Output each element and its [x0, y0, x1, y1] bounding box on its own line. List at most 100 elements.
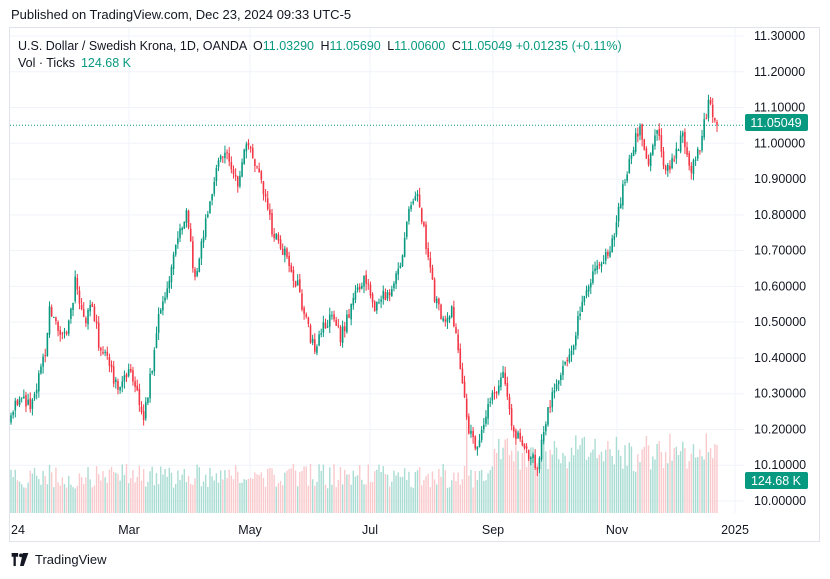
candle: [459, 343, 462, 370]
volume-bar: [406, 480, 408, 513]
candle: [525, 443, 528, 454]
candle: [207, 210, 209, 219]
volume-bar: [451, 480, 453, 513]
candle: [536, 466, 539, 477]
candle: [517, 430, 519, 439]
tradingview-logo-icon: [11, 553, 29, 566]
volume-bar: [341, 484, 344, 513]
candle: [29, 392, 32, 413]
volume-bar: [196, 464, 198, 513]
candle: [547, 407, 549, 427]
volume-bar: [673, 447, 675, 513]
volume-bar: [553, 440, 556, 513]
volume-bar: [320, 470, 322, 513]
volume-bar: [429, 487, 432, 513]
volume-bar: [46, 484, 49, 513]
time-tick-label: Sep: [482, 523, 504, 537]
candle: [376, 301, 378, 315]
volume-bar: [175, 483, 177, 513]
volume-bar: [476, 480, 479, 513]
candle: [76, 274, 79, 295]
candle: [386, 289, 389, 302]
volume-bar: [590, 452, 592, 513]
volume-bar: [532, 447, 534, 513]
volume-bar: [243, 479, 245, 513]
chart-frame: [9, 27, 820, 542]
candle: [57, 320, 59, 337]
candle: [391, 285, 393, 297]
volume-bar: [530, 447, 532, 513]
volume-bar: [57, 482, 59, 513]
candle: [211, 193, 213, 206]
candle: [448, 315, 451, 323]
price-tick-label: 10.50000: [754, 315, 806, 329]
volume-bar: [151, 466, 153, 513]
candle: [67, 319, 70, 337]
volume-bar: [641, 449, 643, 513]
candle: [592, 264, 594, 285]
candle: [33, 391, 36, 401]
volume-bar: [367, 464, 369, 513]
volume-bar: [25, 487, 27, 513]
candle: [230, 156, 233, 174]
candle: [44, 348, 47, 363]
volume-bar: [628, 442, 630, 513]
candle: [508, 393, 511, 415]
volume-bar: [416, 470, 419, 513]
candle: [290, 262, 293, 273]
candles: [10, 94, 718, 477]
volume-bar: [42, 470, 44, 513]
price-axis: 10.00000 10.10000 10.20000 10.30000 10.40000…: [754, 29, 806, 508]
volume-bar: [286, 470, 288, 513]
candle: [335, 316, 337, 326]
candle: [309, 323, 312, 344]
candle: [555, 379, 558, 392]
volume-bar: [123, 474, 126, 513]
candle: [701, 129, 703, 153]
volume-bar: [256, 474, 258, 513]
high-label: H: [320, 39, 330, 53]
volume-bar: [620, 456, 622, 513]
footer-brand[interactable]: TradingView: [11, 552, 107, 567]
candle: [714, 117, 716, 123]
volume-bar: [645, 436, 648, 513]
volume-bar: [29, 470, 31, 513]
candle: [495, 391, 498, 399]
volume-bar: [100, 480, 102, 513]
volume-bar: [536, 463, 538, 513]
volume-bar: [207, 486, 209, 513]
volume-bar: [98, 474, 100, 513]
volume-bar: [534, 454, 536, 513]
volume-bar: [115, 472, 117, 513]
volume-bar: [418, 467, 421, 513]
volume-bar: [694, 457, 697, 513]
volume-bar: [391, 481, 393, 513]
candle: [303, 305, 305, 320]
volume-bar: [617, 449, 620, 513]
candle: [709, 96, 712, 106]
candle: [600, 261, 603, 273]
volume-bar: [102, 471, 104, 513]
volume-bar: [457, 472, 459, 513]
volume-bar: [423, 479, 425, 513]
candle: [204, 214, 207, 240]
volume-bar: [72, 487, 74, 513]
candle: [346, 309, 348, 334]
candle: [153, 347, 156, 376]
volume-bar: [470, 469, 472, 513]
volume-bar: [166, 476, 168, 513]
volume-bar: [260, 472, 263, 513]
candle: [530, 456, 532, 466]
candle: [639, 123, 641, 141]
candle: [566, 357, 569, 367]
candle: [350, 303, 352, 326]
candle: [241, 158, 243, 178]
candle: [192, 236, 194, 273]
volume-bar: [630, 446, 633, 513]
candle: [416, 190, 419, 202]
volume-bar: [273, 474, 275, 513]
change-value: +0.01235 (+0.11%): [515, 39, 622, 53]
volume-bar: [147, 481, 149, 513]
volume-bar: [85, 477, 87, 513]
